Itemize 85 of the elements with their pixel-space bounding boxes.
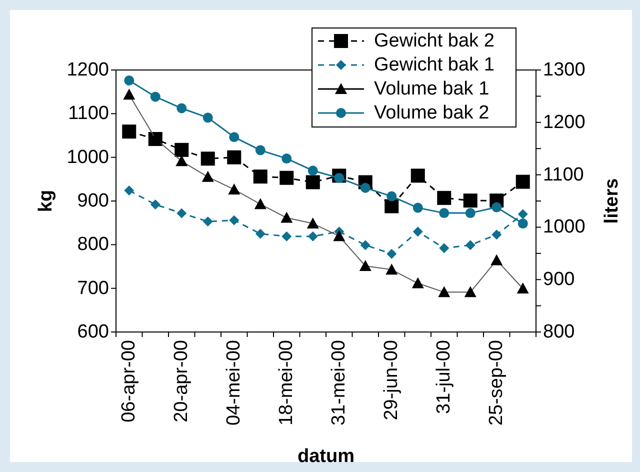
point bbox=[124, 75, 134, 86]
point bbox=[308, 231, 318, 242]
y-tick-label: 900 bbox=[77, 190, 109, 212]
y-tick-label: 600 bbox=[77, 322, 109, 342]
point bbox=[227, 150, 242, 164]
point bbox=[202, 170, 214, 182]
point bbox=[123, 88, 136, 100]
y2-tick-label: 1000 bbox=[543, 216, 586, 238]
point bbox=[150, 92, 160, 102]
point bbox=[255, 145, 266, 156]
point bbox=[412, 202, 423, 213]
point bbox=[254, 198, 266, 210]
x-tick-label: 31-jul-00 bbox=[434, 340, 455, 414]
point bbox=[280, 212, 293, 223]
point bbox=[516, 174, 530, 189]
point bbox=[176, 155, 188, 166]
point bbox=[306, 175, 320, 190]
point bbox=[492, 202, 502, 212]
point bbox=[306, 218, 319, 229]
point bbox=[438, 286, 450, 298]
point bbox=[150, 199, 160, 210]
y-tick-label: 1200 bbox=[66, 60, 109, 80]
point bbox=[282, 154, 292, 164]
point bbox=[410, 168, 425, 183]
y-tick-label: 800 bbox=[77, 234, 109, 256]
point bbox=[386, 248, 397, 259]
legend-label: Gewicht bak 1 bbox=[374, 54, 494, 76]
point bbox=[384, 199, 399, 214]
point bbox=[228, 183, 240, 194]
point bbox=[255, 228, 266, 239]
x-axis-title: datum bbox=[298, 446, 354, 467]
y2-tick-label: 900 bbox=[543, 269, 575, 290]
point bbox=[386, 264, 398, 275]
point bbox=[200, 152, 215, 166]
y2-tick-label: 1100 bbox=[543, 164, 584, 186]
point bbox=[412, 226, 423, 237]
x-tick-label: 06-apr-00 bbox=[118, 340, 140, 422]
y2-axis-title: liters bbox=[602, 178, 622, 224]
point bbox=[308, 166, 318, 176]
point bbox=[439, 208, 450, 218]
point bbox=[464, 286, 476, 298]
legend-label: Volume bak 1 bbox=[374, 78, 490, 100]
point bbox=[437, 190, 452, 205]
point bbox=[333, 230, 346, 242]
legend-label: Gewicht bak 2 bbox=[374, 30, 494, 52]
point bbox=[124, 186, 134, 196]
y-axis-title: kg bbox=[36, 190, 56, 212]
point bbox=[282, 231, 292, 242]
x-tick-label: 25-sep-00 bbox=[486, 340, 508, 426]
y2-tick-label: 1200 bbox=[543, 112, 586, 133]
y-tick-label: 700 bbox=[77, 278, 109, 299]
y2-tick-label: 1300 bbox=[543, 60, 586, 80]
point bbox=[253, 170, 268, 184]
point bbox=[360, 240, 370, 250]
point bbox=[492, 230, 502, 240]
point bbox=[202, 112, 213, 123]
point bbox=[174, 142, 189, 157]
point bbox=[463, 194, 478, 208]
x-tick-label: 31-mei-00 bbox=[328, 340, 350, 426]
y-tick-label: 1100 bbox=[68, 103, 109, 124]
point bbox=[386, 191, 397, 202]
point bbox=[176, 208, 187, 218]
point bbox=[516, 282, 529, 294]
point bbox=[360, 182, 370, 193]
point bbox=[465, 240, 476, 250]
y2-tick-label: 800 bbox=[543, 322, 575, 342]
x-tick-label: 20-apr-00 bbox=[171, 340, 192, 422]
point bbox=[229, 215, 240, 226]
x-tick-label: 18-mei-00 bbox=[276, 340, 298, 426]
point bbox=[439, 243, 450, 254]
x-tick-label: 04-mei-00 bbox=[224, 340, 245, 426]
point bbox=[359, 260, 372, 271]
point bbox=[518, 209, 528, 220]
point bbox=[176, 103, 187, 114]
point bbox=[465, 208, 476, 218]
point bbox=[412, 277, 424, 288]
point bbox=[122, 124, 136, 139]
point bbox=[202, 216, 213, 227]
y-tick-label: 1000 bbox=[66, 146, 109, 168]
point bbox=[280, 170, 294, 185]
point bbox=[518, 218, 528, 229]
x-tick-label: 29-jun-00 bbox=[381, 340, 402, 420]
legend-label: Volume bak 2 bbox=[374, 102, 490, 124]
point bbox=[490, 254, 503, 266]
point bbox=[229, 132, 240, 142]
